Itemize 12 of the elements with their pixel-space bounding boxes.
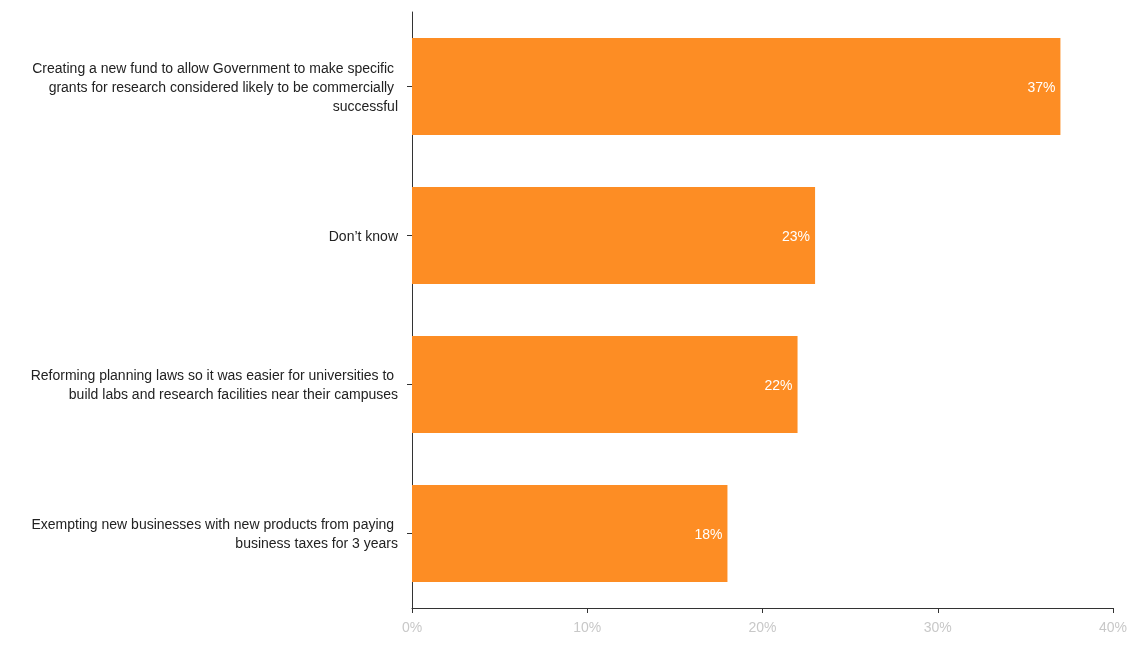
y-tick-label: Exempting new businesses with new products from paying business taxes for 3 years	[31, 516, 398, 551]
bar	[412, 187, 816, 284]
bar	[412, 38, 1061, 135]
data-label: 23%	[782, 227, 811, 244]
y-tick-label: Reforming planning laws so it was easier for universities to build labs and research facilities near their campuses	[30, 367, 398, 402]
y-tick-label: Don’t know	[328, 227, 399, 244]
y-tick-label: Creating a new fund to allow Government to make specific grants for research considered likely to be commercially successful	[32, 59, 398, 114]
data-label: 18%	[694, 525, 723, 542]
bar	[412, 485, 728, 582]
data-label: 37%	[1027, 78, 1056, 95]
data-label: 22%	[764, 376, 793, 393]
bar	[412, 336, 798, 433]
